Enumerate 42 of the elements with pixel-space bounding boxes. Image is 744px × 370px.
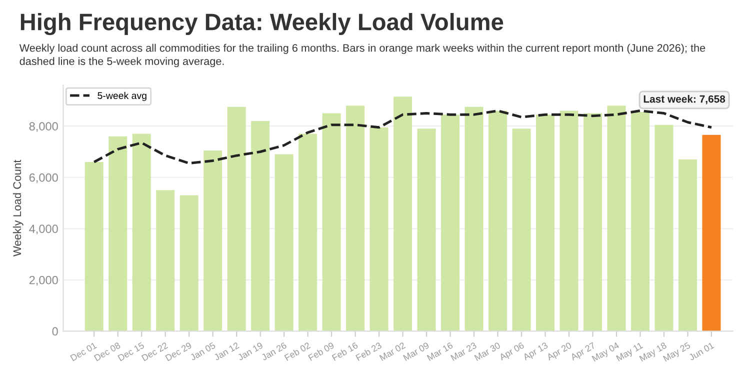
bar (464, 106, 484, 332)
y-tick-label: 8,000 (29, 122, 58, 132)
bar (417, 128, 436, 332)
bar (583, 113, 602, 332)
legend-label: 5-week avg (98, 92, 146, 101)
bar (274, 154, 294, 332)
bar (560, 110, 578, 332)
y-tick-label: 2,000 (29, 276, 58, 286)
bar (108, 136, 128, 332)
x-tick-label: Jan 05 (190, 342, 216, 361)
bar (370, 127, 388, 332)
y-tick-label: 6,000 (29, 173, 58, 184)
bar (251, 120, 270, 332)
bar (298, 134, 318, 332)
chart-subtitle: Weekly load count across all commodities for the trailing 6 months. Bars in orange mark weeks within the current report month (June 2026); the dashed line is the 5-week moving average. (19, 44, 706, 68)
bar (678, 159, 697, 332)
bar (132, 134, 151, 332)
annotation: Last week: 7,658 (644, 95, 726, 104)
x-tick-label: Jan 19 (237, 342, 264, 361)
x-tick-label: Apr 06 (498, 342, 526, 362)
bar (441, 114, 460, 332)
bar (204, 150, 222, 332)
bar (536, 114, 555, 332)
bar (180, 195, 198, 332)
bar (512, 128, 531, 332)
bar (654, 124, 674, 332)
bar (702, 134, 721, 332)
line-series (92, 109, 713, 165)
bar (488, 110, 508, 332)
y-axis-title: Weekly Load Count (12, 160, 24, 256)
bar (156, 190, 175, 332)
bar (346, 106, 365, 332)
y-tick-label: 4,000 (29, 224, 58, 234)
bar (227, 106, 246, 332)
chart-title: High Frequency Data: Weekly Load Volume (20, 12, 504, 36)
bar (84, 162, 104, 332)
bar (630, 112, 650, 332)
y-tick-label: 0 (52, 327, 58, 336)
bar (607, 106, 626, 332)
bar (322, 113, 341, 332)
x-tick-label: Apr 20 (546, 342, 573, 362)
bar (394, 96, 412, 332)
